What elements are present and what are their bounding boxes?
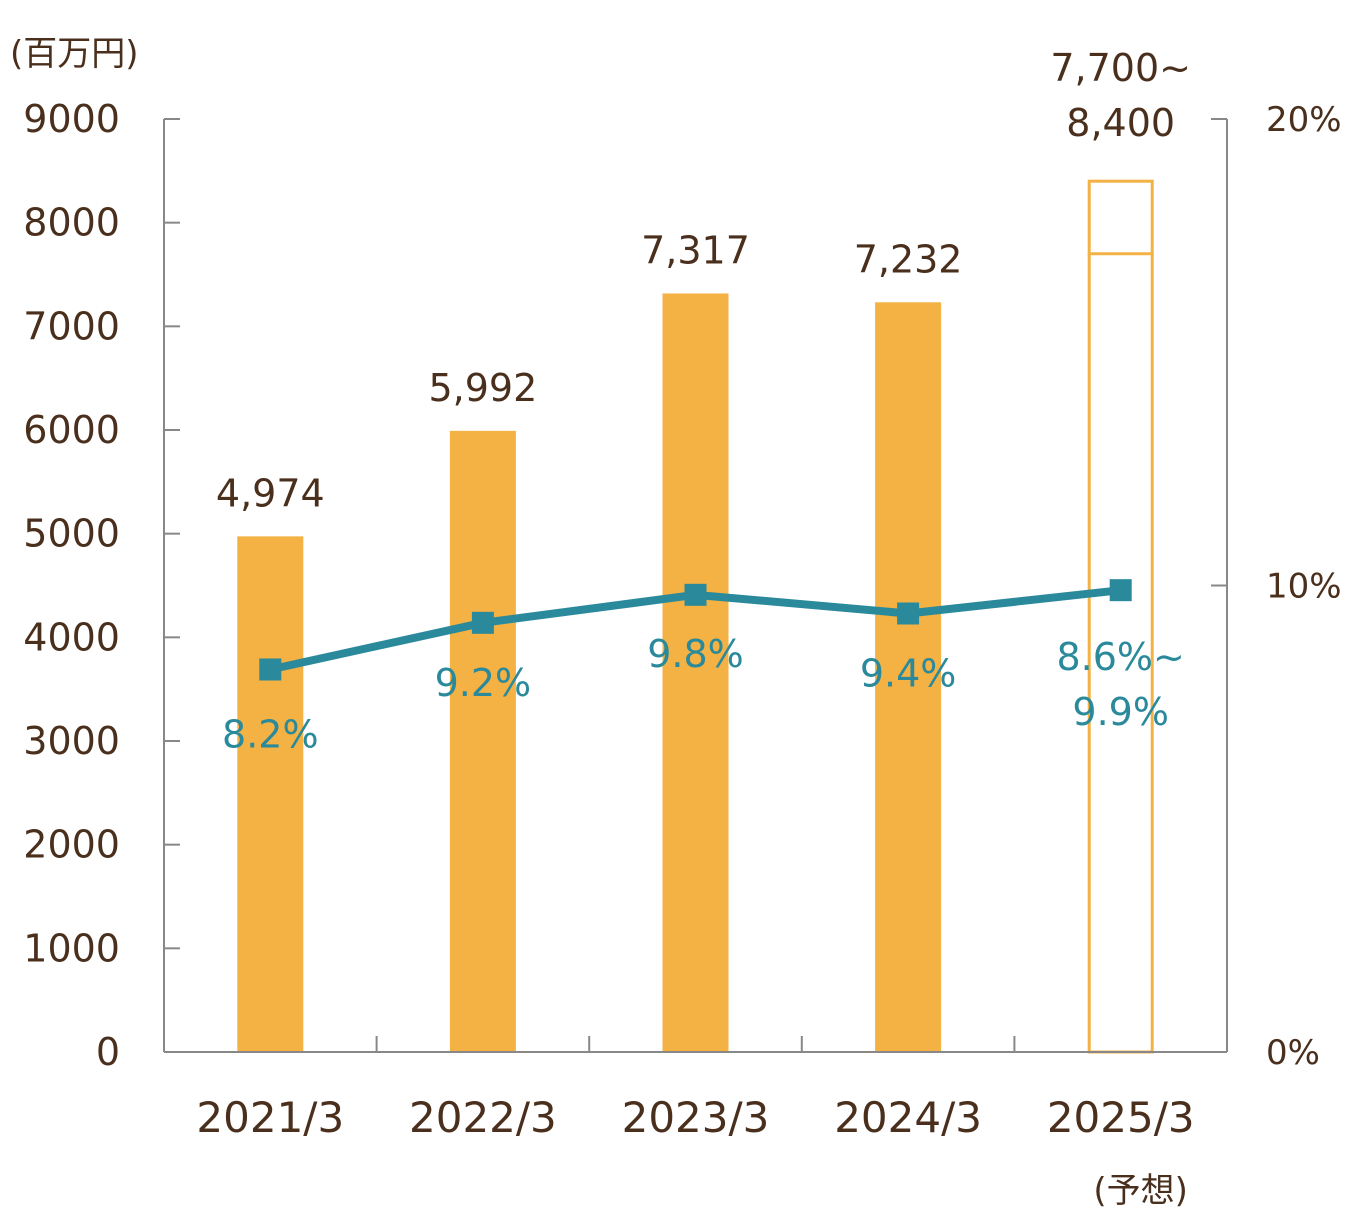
ratio-marker: [897, 602, 920, 625]
x-tick-label: 2022/3: [409, 1093, 557, 1142]
ratio-marker: [471, 611, 494, 634]
y-right-tick-label: 20%: [1266, 100, 1342, 140]
y-left-tick-label: 6000: [23, 408, 120, 452]
forecast-ratio-label-1: 8.6%~: [1057, 635, 1185, 679]
y-left-tick-label: 2000: [23, 823, 120, 867]
ratio-marker: [259, 658, 282, 681]
bar-value-label: 5,992: [429, 366, 538, 410]
bar-2024/3: [875, 302, 942, 1052]
y-left-unit-label: (百万円): [10, 34, 139, 74]
bar-value-label: 4,974: [216, 471, 325, 515]
ratio-marker: [684, 583, 707, 606]
x-tick-label: 2024/3: [834, 1093, 982, 1142]
y-left-tick-label: 8000: [23, 201, 120, 245]
forecast-value-label-1: 7,700~: [1050, 46, 1191, 90]
forecast-note: (予想): [1093, 1171, 1188, 1211]
bar-2021/3: [237, 536, 304, 1052]
y-left-tick-label: 1000: [23, 926, 120, 970]
ratio-label: 9.8%: [647, 632, 744, 676]
forecast-ratio-label-2: 9.9%: [1072, 690, 1169, 734]
ratio-marker: [1109, 579, 1132, 602]
x-tick-label: 2025/3: [1047, 1093, 1195, 1142]
y-left-tick-label: 0: [96, 1030, 120, 1074]
y-left-tick-label: 9000: [23, 97, 120, 141]
bar-2022/3: [449, 430, 516, 1052]
y-right-tick-label: 10%: [1266, 567, 1342, 607]
bar-value-label: 7,232: [854, 237, 963, 281]
bar-2023/3: [662, 293, 729, 1052]
forecast-value-label-2: 8,400: [1066, 101, 1175, 145]
ratio-label: 9.2%: [435, 661, 532, 705]
x-tick-label: 2023/3: [622, 1093, 770, 1142]
y-left-tick-label: 3000: [23, 719, 120, 763]
bar-value-label: 7,317: [641, 228, 750, 272]
ratio-label: 9.4%: [860, 651, 957, 695]
y-right-tick-label: 0%: [1266, 1033, 1320, 1073]
y-left-tick-label: 4000: [23, 615, 120, 659]
y-left-tick-label: 7000: [23, 304, 120, 348]
forecast-range-bar: [1087, 179, 1154, 1054]
y-left-tick-label: 5000: [23, 512, 120, 556]
x-tick-label: 2021/3: [196, 1093, 344, 1142]
ratio-label: 8.2%: [222, 712, 319, 756]
